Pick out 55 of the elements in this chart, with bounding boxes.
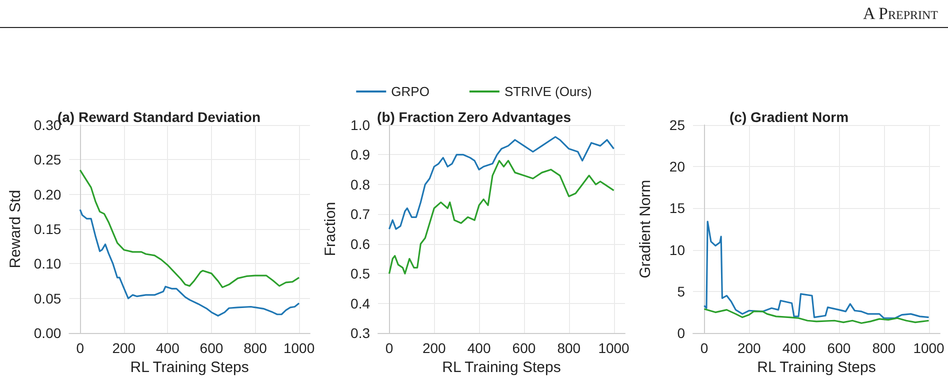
y-tick-label: 0.05 [34,290,62,306]
x-axis-title: RL Training Steps [757,359,876,376]
x-tick-label: 800 [244,340,268,356]
y-tick-label: 0.9 [350,146,370,163]
y-tick-label: 20 [669,158,686,175]
y-tick-label: 5 [677,283,686,300]
y-tick-label: 0.8 [350,176,370,192]
legend-label: GRPO [391,84,430,99]
y-tick-label: 10 [669,242,686,258]
chart-title: (c) Gradient Norm [729,109,849,125]
y-tick-label: 0.3 [350,325,370,342]
legend-label: STRIVE (Ours) [504,84,592,99]
x-tick-label: 200 [737,340,762,356]
x-tick-label: 400 [467,340,491,356]
x-axis-title: RL Training Steps [442,359,561,376]
line-series [703,220,930,319]
y-tick-label: 1.0 [350,117,370,133]
y-tick-label: 0.5 [350,266,370,282]
y-tick-label: 0.7 [350,206,370,222]
text: A Preprint [862,4,938,24]
x-tick-label: 800 [557,340,581,356]
x-tick-label: 1000 [913,340,945,356]
x-tick-label: 600 [512,340,536,356]
x-axis-title: RL Training Steps [130,359,249,376]
line-series [388,160,615,274]
x-tick-label: 800 [872,340,896,356]
x-tick-label: 0 [385,340,394,356]
x-tick-label: 400 [782,340,806,356]
x-tick-label: 400 [156,340,180,356]
x-tick-label: 1000 [283,340,315,356]
line-series [79,169,300,288]
y-tick-label: 0.25 [34,152,62,168]
y-axis-title: Gradient Norm [637,180,654,278]
x-tick-label: 1000 [598,340,630,356]
y-tick-label: 0.15 [34,221,62,238]
y-tick-label: 0.10 [34,256,62,272]
chart-title: (b) Fraction Zero Advantages [377,109,572,125]
y-axis-title: Reward Std [7,190,24,268]
x-tick-label: 0 [700,340,708,356]
x-tick-label: 600 [827,340,851,356]
y-axis-title: Fraction [322,202,339,256]
x-tick-label: 200 [422,340,446,356]
line-series [388,136,615,230]
y-tick-label: 15 [669,200,686,216]
x-tick-label: 200 [112,340,136,356]
y-tick-label: 0.4 [350,295,370,312]
y-tick-label: 0 [677,325,686,342]
y-tick-label: 0.6 [350,236,370,252]
y-tick-label: 0.00 [34,325,62,342]
line-series [703,308,930,324]
y-tick-label: 0.20 [34,186,62,202]
line-series [79,208,300,317]
y-tick-label: 25 [669,117,686,133]
x-tick-label: 600 [200,340,224,356]
x-tick-label: 0 [76,340,84,356]
